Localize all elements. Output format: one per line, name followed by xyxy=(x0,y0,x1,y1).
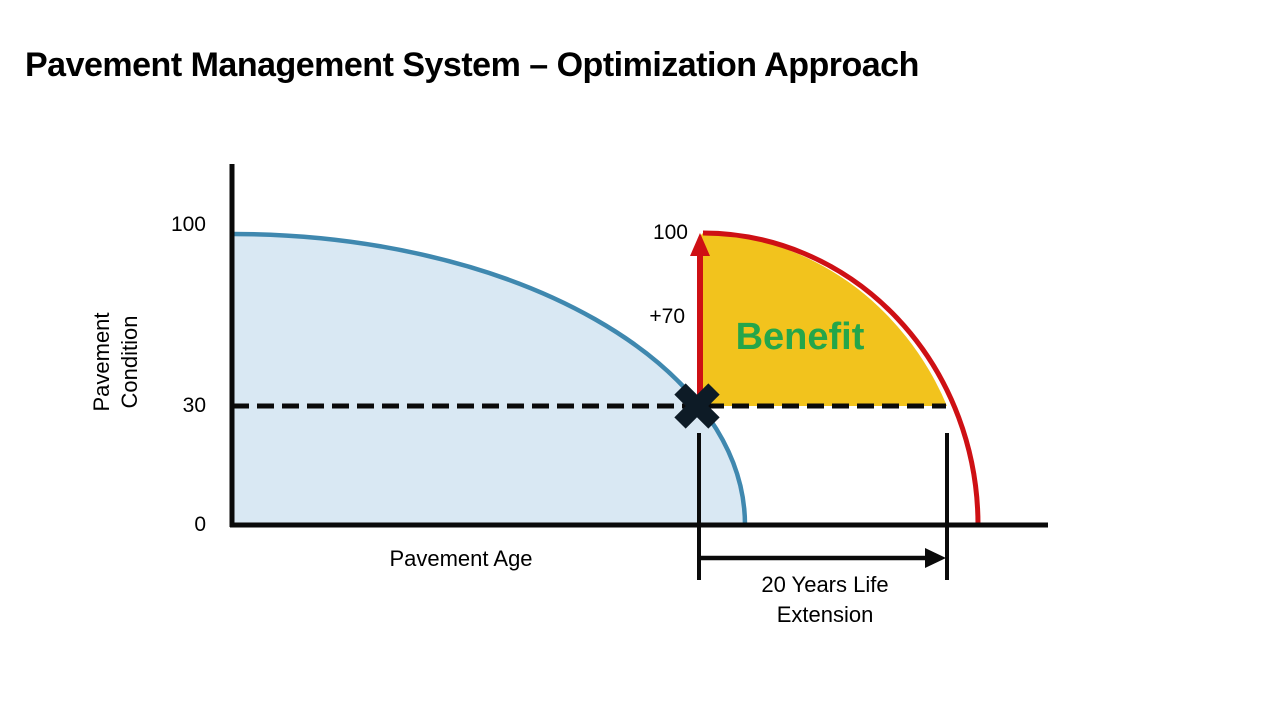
y-axis-title-line: Pavement xyxy=(89,312,114,412)
y-tick-label-100: 100 xyxy=(170,213,206,236)
condition-gain-label: +70 xyxy=(649,305,685,328)
life-extension-arrow-head xyxy=(925,548,946,568)
y-tick-label-0: 0 xyxy=(194,513,206,536)
life-extension-label: 20 Years Life Extension xyxy=(725,570,925,630)
restored-condition-label: 100 xyxy=(652,221,688,244)
original-curve-area xyxy=(233,234,745,525)
benefit-area-label: Benefit xyxy=(735,316,865,358)
benefit-area xyxy=(700,233,947,406)
life-extension-label-line2: Extension xyxy=(776,602,874,627)
x-axis-title: Pavement Age xyxy=(389,546,533,571)
condition-gain-arrow-head xyxy=(690,233,710,256)
treatment-x-marker-stroke-2 xyxy=(674,383,720,429)
slide-title: Pavement Management System – Optimizatio… xyxy=(25,46,919,84)
post-treatment-curve xyxy=(702,230,981,526)
original-curve xyxy=(232,231,748,526)
y-tick-label-30: 30 xyxy=(182,394,206,417)
y-axis-title-line: Condition xyxy=(117,315,142,409)
y-axis-title: Pavement Condition xyxy=(88,297,146,427)
life-extension-label-line1: 20 Years Life xyxy=(761,572,889,597)
